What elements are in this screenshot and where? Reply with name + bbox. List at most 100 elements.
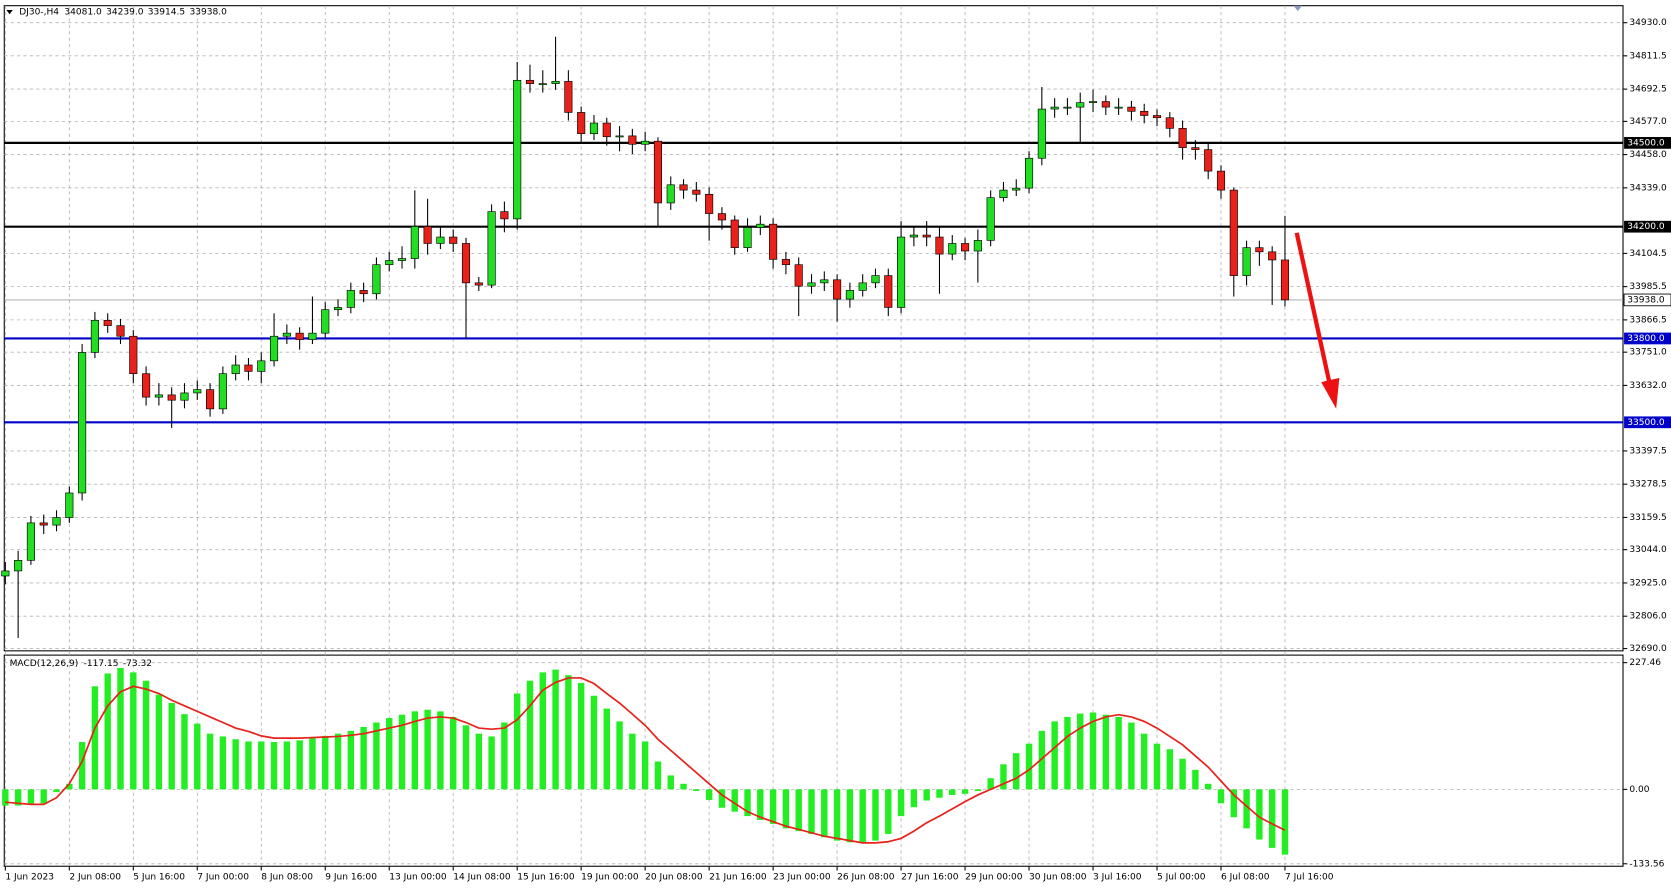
macd-bar (590, 695, 598, 790)
header-value: 33938.0 (189, 8, 227, 18)
macd-bar (386, 718, 393, 790)
macd-bar (258, 741, 265, 790)
candle-body (474, 282, 483, 286)
level-label: 34200.0 (1627, 222, 1665, 232)
macd-bar (245, 741, 252, 790)
candle-body (653, 140, 663, 204)
y-tick-label: 0.00 (1629, 785, 1649, 795)
menu-triangle[interactable] (6, 9, 13, 15)
candle-body (973, 240, 982, 252)
macd-bar (961, 789, 969, 794)
candle-body (295, 332, 304, 340)
x-tick-label: 30 Jun 08:00 (1029, 872, 1087, 882)
x-tick-label: 21 Jun 16:00 (709, 872, 767, 882)
level-tag (1624, 137, 1671, 149)
candle-body (142, 373, 151, 398)
x-tick-label: 13 Jun 00:00 (389, 872, 447, 882)
macd-bar (1281, 789, 1289, 855)
y-tick-label: 34104.5 (1629, 249, 1666, 259)
candle-body (1012, 187, 1021, 191)
x-tick-label: 29 Jun 00:00 (965, 872, 1023, 882)
candle-body (551, 81, 560, 84)
macd-bar (53, 789, 60, 793)
macd-bar (283, 741, 291, 790)
candle-body (641, 140, 650, 145)
macd-bar (411, 711, 419, 790)
macd-bar (168, 703, 175, 790)
candle-body (410, 226, 419, 259)
candle-body (244, 364, 253, 372)
macd-bar (577, 682, 585, 790)
macd-bar (859, 789, 866, 843)
candle-body (333, 307, 343, 311)
candle-body (1191, 147, 1200, 150)
x-tick-label: 1 Jun 2023 (5, 872, 54, 882)
macd-bar (987, 778, 994, 790)
macd-bar (1102, 714, 1110, 790)
candle-body (602, 122, 611, 138)
macd-bar (693, 789, 700, 792)
candle-body (206, 389, 215, 410)
candle-body (1114, 106, 1123, 109)
candle-body (449, 236, 458, 244)
macd-bar (475, 733, 482, 790)
candle-body (666, 184, 675, 204)
level-label: 33500.0 (1627, 418, 1665, 428)
candle-body (180, 392, 189, 401)
macd-bar (424, 709, 431, 790)
macd-bar (513, 693, 521, 790)
arrow-shaft (1294, 232, 1332, 385)
macd-bar (1089, 712, 1097, 790)
candle-body (372, 264, 381, 295)
macd-bar (2, 789, 9, 806)
y-tick-label: 32806.0 (1629, 612, 1667, 622)
y-tick-label: 32925.0 (1629, 578, 1667, 588)
y-tick-label: 33985.5 (1629, 282, 1666, 292)
candle-body (270, 335, 279, 362)
candle-body (589, 122, 599, 134)
candle-body (845, 290, 854, 300)
candle-body (103, 319, 112, 326)
candle-body (1037, 108, 1046, 159)
candle-body (257, 360, 266, 372)
level-label: 33800.0 (1627, 334, 1665, 344)
header-value: 34239.0 (106, 8, 144, 18)
y-tick-label: 227.46 (1629, 658, 1661, 668)
x-tick-label: 9 Jun 16:00 (325, 872, 377, 882)
macd-bar (1013, 753, 1020, 790)
x-tick-label: 27 Jun 16:00 (901, 872, 959, 882)
macd-bar (936, 789, 943, 798)
y-tick-label: 33397.5 (1629, 446, 1666, 456)
candle-body (193, 389, 202, 394)
macd-bar (641, 741, 649, 790)
x-tick-label: 26 Jun 08:00 (837, 872, 895, 882)
header-value: -73.32 (123, 659, 152, 669)
candle-body (1140, 110, 1149, 116)
candle-body (564, 81, 573, 113)
candle-body (1280, 259, 1290, 301)
macd-bar (629, 733, 636, 790)
macd-bar (437, 711, 444, 790)
candle-body (871, 275, 880, 284)
candle-body (346, 290, 355, 308)
candle-body (1050, 106, 1059, 110)
candle-body (692, 189, 701, 195)
candle-body (538, 83, 547, 86)
candle-body (884, 275, 893, 308)
level-tag (1624, 220, 1671, 233)
candle-body (935, 236, 944, 255)
macd-bar (526, 680, 534, 790)
candle-body (423, 226, 432, 244)
macd-bar (1217, 789, 1225, 804)
x-tick-label: 6 Jul 08:00 (1221, 872, 1270, 882)
candle-body (679, 184, 688, 191)
indicator-title: DJ30-,H4 (19, 8, 59, 18)
macd-bar (488, 736, 495, 790)
macd-bar (1115, 716, 1122, 790)
level-label: 34500.0 (1627, 138, 1665, 148)
indicator-title: MACD(12,26,9) (10, 659, 79, 669)
candle-body (948, 243, 957, 255)
macd-bar (501, 722, 508, 790)
macd-bar (462, 725, 470, 790)
macd-bar (1038, 730, 1046, 790)
